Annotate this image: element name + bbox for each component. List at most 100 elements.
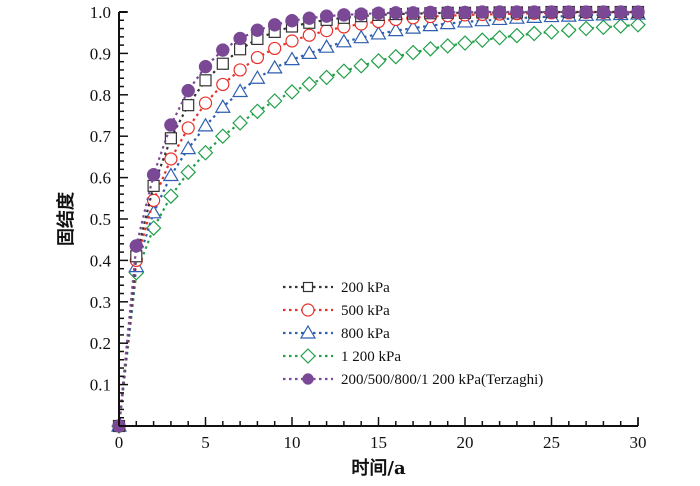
data-point [216, 77, 230, 92]
series-1-200-kpa [111, 16, 646, 434]
data-point [353, 57, 370, 74]
legend-marker [301, 303, 315, 317]
legend-label: 1 200 kPa [341, 349, 401, 365]
data-point [579, 5, 593, 19]
data-point [250, 50, 264, 65]
data-point [527, 5, 541, 19]
data-point [284, 84, 300, 100]
data-point [285, 13, 299, 28]
data-point [336, 63, 352, 80]
data-point [266, 93, 283, 109]
data-point [353, 29, 370, 44]
legend-item: 200 kPa [283, 280, 390, 296]
data-point [234, 43, 247, 56]
y-tick-label: 0.3 [90, 293, 111, 312]
data-point [198, 96, 213, 110]
data-point [613, 5, 628, 19]
data-point [146, 167, 161, 182]
data-point [145, 220, 162, 236]
data-point [318, 38, 335, 53]
x-tick-label: 15 [370, 433, 387, 452]
data-point [544, 5, 559, 19]
x-tick-label: 10 [284, 433, 301, 452]
y-tick-label: 0.6 [90, 169, 111, 188]
data-point [458, 5, 472, 20]
data-point [440, 5, 455, 20]
data-point [285, 34, 299, 48]
y-axis-title: 固结度 [55, 191, 77, 246]
data-point [232, 115, 248, 131]
data-point [389, 6, 403, 20]
data-point [129, 239, 144, 253]
series-200-kpa [112, 5, 645, 433]
data-point [182, 99, 195, 112]
data-point [147, 179, 160, 192]
data-point [387, 48, 404, 65]
data-point [405, 44, 421, 61]
ticks-layer [119, 11, 639, 426]
data-point [387, 22, 404, 37]
data-point [180, 164, 197, 181]
data-point [197, 117, 214, 132]
legend-label: 800 kPa [341, 326, 390, 342]
series-200-500-800-1-200-kpa-terzaghi [112, 5, 645, 433]
series-line [117, 23, 639, 427]
data-point [164, 132, 177, 145]
series-layer [110, 5, 647, 434]
data-point [630, 16, 646, 33]
data-point [457, 35, 473, 51]
x-tick-label: 20 [457, 433, 474, 452]
data-point [268, 41, 282, 56]
y-tick-label: 0.8 [90, 86, 111, 105]
data-point [233, 63, 247, 77]
y-tick-label: 0.2 [90, 334, 111, 353]
x-tick-label: 0 [115, 433, 124, 452]
data-point [302, 28, 316, 42]
data-point [578, 20, 594, 37]
data-point [216, 57, 229, 70]
legend-item: 200/500/800/1 200 kPa(Terzaghi) [283, 372, 543, 388]
data-point [631, 5, 645, 19]
legend-marker [302, 373, 314, 385]
data-point [320, 24, 334, 38]
data-point [198, 59, 213, 74]
data-point [510, 5, 524, 19]
data-point [371, 6, 386, 20]
series-800-kpa [110, 5, 647, 432]
legend-marker [299, 324, 317, 339]
x-tick-label: 5 [201, 433, 210, 452]
data-point [266, 59, 283, 74]
series-500-kpa [112, 5, 645, 433]
data-point [474, 32, 491, 49]
data-point [491, 29, 508, 46]
data-point [267, 18, 282, 32]
data-point [370, 25, 387, 40]
data-point [423, 5, 438, 20]
legend-item: 800 kPa [283, 324, 390, 342]
legend-item: 500 kPa [283, 303, 390, 319]
legend-item: 1 200 kPa [283, 348, 401, 365]
data-point [354, 7, 368, 21]
x-tick-label: 25 [543, 433, 560, 452]
data-point [370, 53, 387, 69]
y-tick-label: 1.0 [90, 3, 111, 22]
data-point [301, 45, 318, 60]
data-point [319, 9, 334, 23]
data-point [214, 99, 231, 113]
legend-label: 200/500/800/1 200 kPa(Terzaghi) [341, 372, 543, 388]
data-point [596, 5, 611, 19]
legend-label: 200 kPa [341, 280, 390, 296]
data-point [249, 70, 266, 84]
data-point [422, 40, 439, 57]
y-tick-label: 0.5 [90, 210, 111, 229]
data-point [405, 19, 422, 34]
data-point [181, 83, 195, 98]
data-point [163, 188, 179, 205]
legend-marker [300, 348, 316, 364]
data-point [283, 51, 301, 66]
data-point [335, 33, 352, 48]
data-point [181, 121, 195, 135]
data-point [492, 5, 507, 19]
data-point [318, 69, 335, 86]
